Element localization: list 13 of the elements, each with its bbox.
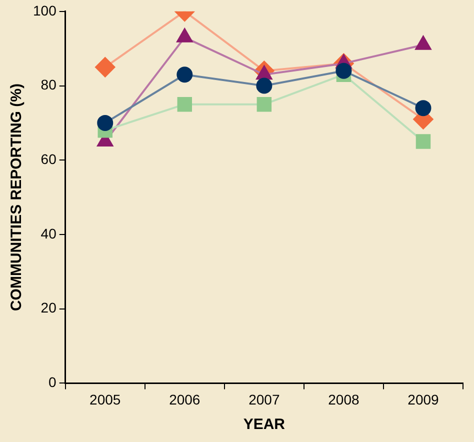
x-axis-title: YEAR: [243, 416, 286, 434]
x-tick-label: 2005: [90, 391, 121, 408]
x-tick-label: 2007: [248, 391, 280, 408]
y-tick-label: 40: [40, 225, 57, 242]
x-tick-label: 2009: [408, 391, 440, 408]
y-tick-label: 80: [40, 76, 57, 93]
y-tick-label: 0: [48, 374, 57, 390]
y-axis-title: COMMUNITIES REPORTING (%): [8, 84, 26, 312]
x-tick-label: 2006: [169, 391, 200, 408]
y-tick-label: 60: [40, 150, 57, 167]
y-tick-label: 100: [33, 2, 57, 18]
x-tick-label: 2008: [328, 391, 360, 408]
y-tick-label: 20: [40, 300, 57, 316]
